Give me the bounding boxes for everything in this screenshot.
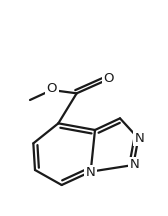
Text: O: O bbox=[46, 83, 57, 95]
Text: N: N bbox=[86, 166, 96, 179]
Text: N: N bbox=[130, 159, 139, 172]
Text: O: O bbox=[103, 73, 114, 86]
Text: N: N bbox=[134, 132, 144, 145]
